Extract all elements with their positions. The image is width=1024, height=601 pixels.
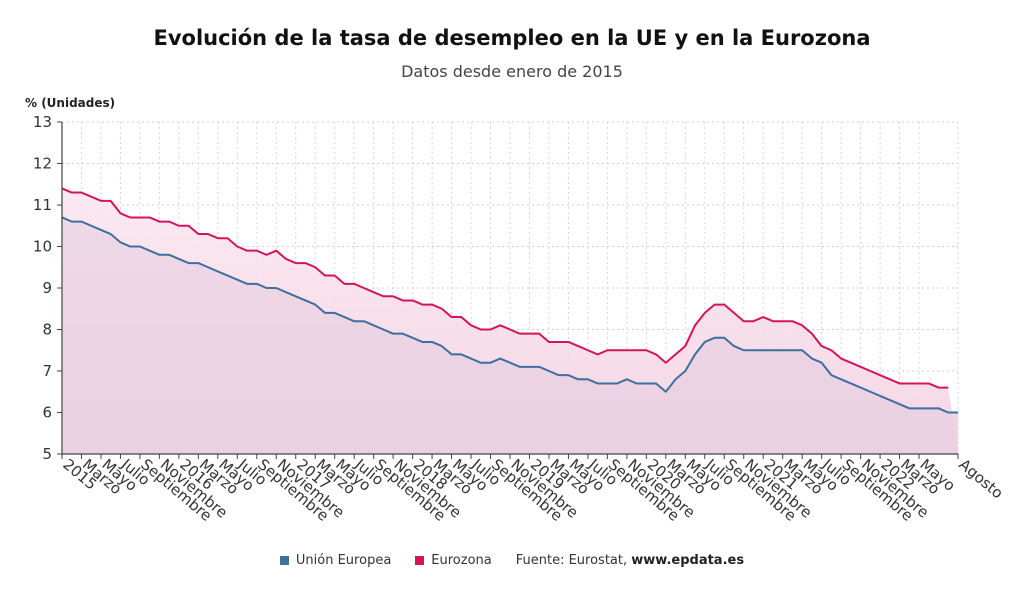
y-axis-label: % (Unidades) [25, 96, 116, 110]
legend-swatch-eu [279, 556, 289, 565]
legend-item-eu: Unión Europea [279, 553, 392, 568]
x-tick-label: Agosto [955, 455, 1006, 502]
series-line-eurozone [61, 187, 949, 389]
series-line-eu [61, 216, 958, 414]
legend-item-eurozone: Eurozona [415, 553, 492, 568]
y-tick-label: 9 [42, 279, 52, 297]
y-tick-labels: 5 6 7 8 9 10 11 12 13 [33, 113, 52, 463]
legend: Unión Europea Eurozona Fuente: Eurostat,… [0, 553, 1024, 568]
y-tick-label: 5 [42, 445, 52, 463]
area-fills [62, 188, 958, 454]
source-site: www.epdata.es [631, 553, 745, 568]
source-note: Fuente: Eurostat, www.epdata.es [516, 553, 744, 568]
y-tick-label: 7 [42, 362, 52, 380]
y-tick-label: 12 [33, 155, 52, 173]
y-tick-label: 11 [33, 196, 52, 214]
chart-subtitle: Datos desde enero de 2015 [401, 62, 623, 81]
area-eu [62, 217, 958, 454]
legend-swatch-eurozone [415, 556, 425, 565]
legend-label-eu: Unión Europea [295, 553, 392, 568]
y-tick-label: 13 [33, 113, 52, 131]
series-lines [61, 187, 958, 414]
x-tick-labels: 2015MarzoMayoJulioSeptiembreNoviembre201… [59, 455, 1006, 525]
chart-title: Evolución de la tasa de desempleo en la … [153, 26, 871, 50]
y-tick-label: 8 [42, 321, 52, 339]
source-prefix: Fuente: Eurostat, [515, 553, 632, 568]
legend-label-eurozone: Eurozona [431, 553, 492, 568]
y-tick-label: 6 [42, 404, 52, 422]
y-tick-label: 10 [33, 238, 52, 256]
axes [57, 121, 959, 459]
